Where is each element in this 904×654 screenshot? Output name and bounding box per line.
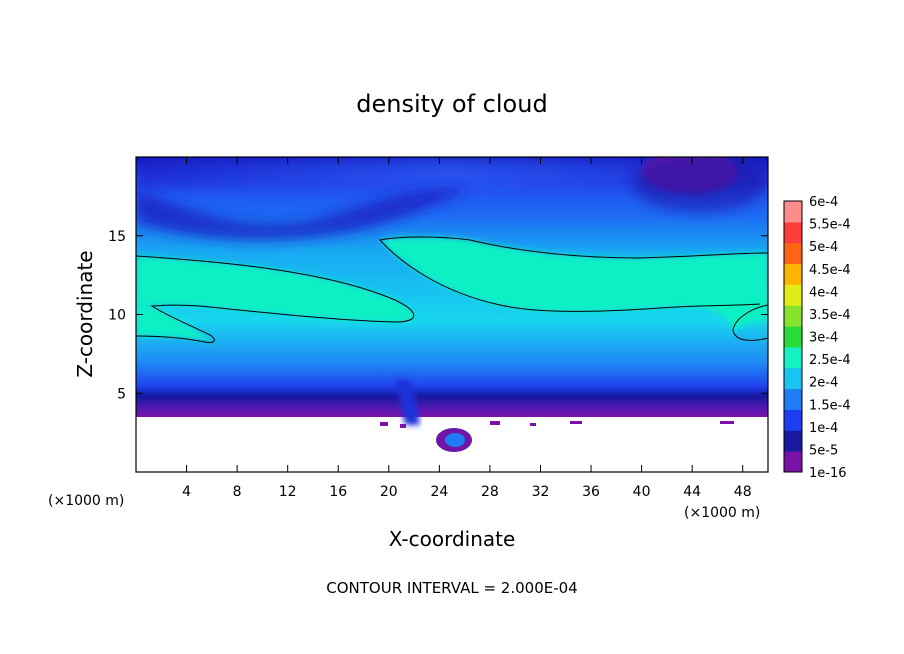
x-tick-label: 8 [233, 484, 242, 500]
colorbar-label: 2e-4 [809, 376, 838, 391]
field-small-blob-core [445, 433, 465, 447]
colorbar-label: 5e-4 [809, 240, 838, 255]
y-unit-label: (×1000 m) [48, 493, 124, 509]
x-axis-ticks: 4 8 12 16 20 24 28 32 36 40 44 48 [182, 157, 752, 500]
contour-interval-note: CONTOUR INTERVAL = 2.000E-04 [326, 579, 577, 597]
x-axis-label: X-coordinate [389, 527, 516, 551]
colorbar-swatch [784, 346, 802, 369]
colorbar-swatch [784, 388, 802, 410]
field-right-teal-band [380, 237, 768, 332]
colorbar-swatch [784, 284, 802, 306]
colorbar-swatch [784, 201, 802, 223]
colorbar-swatch [784, 326, 802, 348]
contour-right-lobe [732, 304, 768, 341]
x-tick-label: 32 [532, 484, 550, 500]
colorbar-label: 1e-4 [809, 421, 838, 436]
colorbar-label: 3.5e-4 [809, 308, 851, 323]
colorbar-label: 3e-4 [809, 331, 838, 346]
colorbar-swatch [784, 409, 802, 431]
field-base-speckles [380, 421, 734, 428]
y-tick-label: 5 [117, 386, 126, 402]
chart-title: density of cloud [356, 90, 547, 118]
x-unit-label: (×1000 m) [684, 505, 760, 521]
field-background [136, 157, 768, 472]
field-left-lower-lobe [136, 306, 215, 343]
x-tick-label: 28 [481, 484, 499, 500]
y-axis-label: Z-coordinate [73, 250, 97, 377]
colorbar-label: 4e-4 [809, 285, 838, 300]
colorbar-frame [783, 200, 803, 473]
field-upper-dark-wave [136, 189, 470, 241]
colorbar-swatch [784, 367, 802, 390]
y-axis-ticks: 5 10 15 [108, 229, 768, 402]
contour-lines [136, 236, 768, 343]
contour-right [379, 236, 768, 312]
contour-left [136, 255, 415, 343]
y-tick-label: 15 [108, 229, 126, 245]
colorbar-label: 5e-5 [809, 443, 838, 458]
y-tick-label: 10 [108, 308, 126, 324]
colorbar-label: 4.5e-4 [809, 263, 851, 278]
colorbar-label: 1.5e-4 [809, 398, 851, 413]
colorbar-swatch [784, 451, 802, 473]
x-tick-label: 12 [279, 484, 297, 500]
x-tick-label: 36 [582, 484, 600, 500]
x-tick-label: 44 [683, 484, 701, 500]
density-field [136, 157, 768, 472]
x-tick-label: 40 [633, 484, 651, 500]
colorbar-label: 1e-16 [809, 466, 847, 481]
colorbar-label: 6e-4 [809, 195, 838, 210]
colorbar-label: 2.5e-4 [809, 353, 851, 368]
x-tick-label: 20 [380, 484, 398, 500]
colorbar-swatch [784, 305, 802, 327]
colorbar-swatch [784, 430, 802, 452]
colorbar-swatch [784, 221, 802, 244]
colorbar-swatch [784, 242, 802, 265]
x-tick-label: 4 [182, 484, 191, 500]
x-tick-label: 48 [734, 484, 752, 500]
field-central-dip [395, 380, 420, 425]
colorbar: 1e-16 5e-5 1e-4 1.5e-4 2e-4 2.5e-4 3e-4 3.5e-4 4… [783, 195, 851, 481]
colorbar-label: 5.5e-4 [809, 218, 851, 233]
x-tick-label: 16 [329, 484, 347, 500]
field-dark-blue-top-right [632, 157, 768, 212]
field-left-teal-lens [136, 256, 414, 322]
x-tick-label: 24 [430, 484, 448, 500]
colorbar-swatch [784, 263, 802, 285]
